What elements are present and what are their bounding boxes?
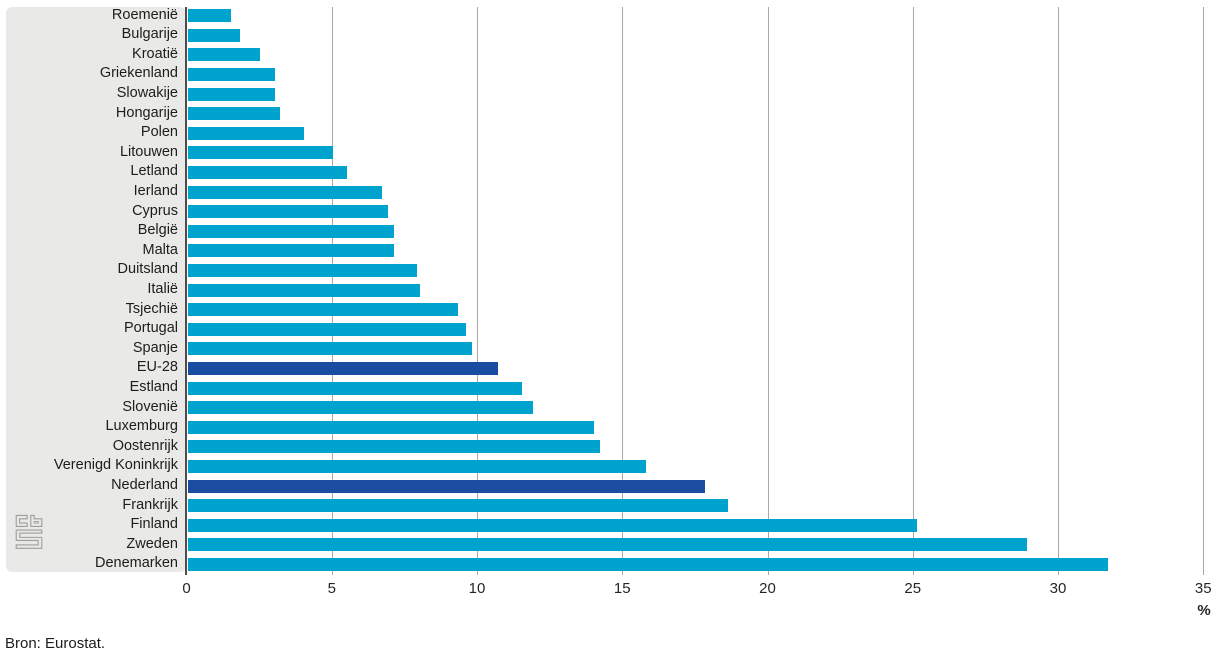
category-label: Luxemburg	[105, 418, 178, 435]
category-label: Duitsland	[117, 261, 178, 278]
x-axis-tick-label: 5	[327, 580, 336, 597]
bar	[187, 479, 705, 493]
category-label: Griekenland	[99, 65, 178, 82]
category-label: Spanje	[132, 339, 178, 356]
category-label: Hongarije	[115, 104, 178, 121]
bar	[187, 518, 917, 532]
x-axis-tick-label: 20	[759, 580, 776, 597]
category-label-panel	[6, 7, 186, 572]
category-label: EU-28	[136, 359, 178, 376]
cbs-logo-icon	[15, 514, 43, 549]
bar	[187, 342, 473, 356]
category-label: Roemenië	[111, 6, 178, 23]
category-label: Cyprus	[132, 202, 178, 219]
category-label: Tsjechië	[125, 300, 178, 317]
bar	[187, 557, 1109, 571]
x-axis-tick-label: 10	[468, 580, 486, 597]
bar	[187, 48, 261, 62]
bar	[187, 244, 394, 258]
category-label: Finland	[130, 516, 178, 533]
x-axis-tick-label: 0	[182, 580, 191, 597]
bar	[187, 185, 383, 199]
gridline	[1058, 7, 1059, 575]
category-label: Slovenië	[122, 398, 178, 415]
bar	[187, 538, 1028, 552]
category-label: België	[137, 222, 178, 239]
bar	[187, 322, 467, 336]
bar	[187, 361, 499, 375]
bar	[187, 9, 232, 23]
category-label: Portugal	[123, 320, 178, 337]
category-label: Slowakije	[116, 85, 178, 101]
source-note: Bron: Eurostat.	[5, 635, 106, 652]
category-label: Ierland	[133, 183, 178, 199]
bar	[187, 420, 595, 434]
x-axis-tick-label: 30	[1049, 580, 1067, 597]
bar	[187, 459, 647, 473]
bar	[187, 440, 600, 454]
category-label: Denemarken	[94, 555, 178, 572]
gridline	[622, 7, 624, 575]
category-label: Kroatië	[132, 45, 178, 62]
category-label: Frankrijk	[122, 496, 178, 513]
bar	[187, 28, 240, 42]
category-label: Letland	[130, 163, 178, 180]
gridline	[477, 7, 478, 575]
bar	[187, 263, 417, 277]
bar	[187, 126, 304, 140]
y-axis-line	[185, 7, 187, 575]
category-label: Litouwen	[119, 143, 178, 160]
bar	[187, 283, 420, 297]
category-label: Estland	[129, 379, 178, 395]
x-axis-tick-label: 15	[613, 580, 631, 597]
category-label: Polen	[140, 124, 178, 141]
bar	[187, 146, 333, 160]
bar	[187, 401, 534, 415]
gridline	[767, 7, 769, 575]
x-axis-tick-label: 35	[1194, 580, 1212, 597]
gridline	[1203, 7, 1205, 575]
bar	[187, 205, 388, 219]
category-label: Italië	[147, 281, 178, 297]
bar	[187, 67, 275, 81]
category-label: Verenigd Koninkrijk	[53, 457, 178, 474]
bar	[187, 87, 275, 101]
gridline	[912, 7, 914, 575]
category-label: Nederland	[111, 477, 178, 493]
bar	[187, 499, 728, 513]
bar	[187, 165, 348, 179]
axis-unit-label: %	[1197, 602, 1211, 619]
bar	[187, 107, 281, 121]
category-label: Oostenrijk	[112, 437, 178, 454]
category-label: Zweden	[126, 535, 178, 552]
x-axis-tick-label: 25	[904, 580, 922, 597]
bar	[187, 381, 522, 395]
bar	[187, 303, 458, 317]
category-label: Bulgarije	[121, 26, 178, 43]
bar	[187, 224, 394, 238]
category-label: Malta	[142, 241, 178, 258]
